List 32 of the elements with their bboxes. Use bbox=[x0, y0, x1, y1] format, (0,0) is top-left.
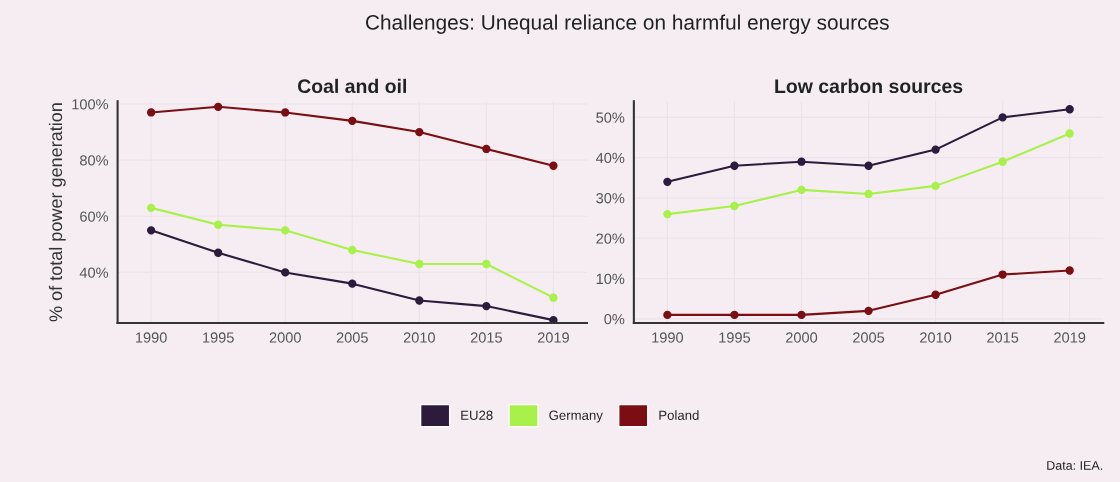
y-tick-label: 0% bbox=[604, 314, 625, 325]
y-tick-label: 100% bbox=[72, 99, 109, 110]
x-tick-label: 2000 bbox=[269, 332, 301, 343]
legend-label: Germany bbox=[549, 410, 603, 423]
y-tick-label: 60% bbox=[80, 211, 109, 222]
chart-title: Low carbon sources bbox=[775, 78, 963, 94]
y-tick-label: 40% bbox=[595, 152, 625, 164]
x-tick-label: 2005 bbox=[336, 332, 368, 343]
y-tick-label: 80% bbox=[80, 155, 109, 166]
y-tick-label: 10% bbox=[596, 273, 625, 285]
x-tick-label: 2010 bbox=[920, 332, 952, 343]
legend-label: EU28 bbox=[461, 410, 493, 420]
chart-title: Coal and oil bbox=[297, 78, 406, 94]
x-tick-label: 2010 bbox=[403, 332, 435, 343]
y-tick-label: 20% bbox=[596, 233, 625, 244]
y-tick-label: 30% bbox=[596, 193, 625, 204]
x-tick-label: 2015 bbox=[470, 332, 502, 343]
legend-label: Poland bbox=[659, 410, 699, 420]
text: Data: IEA. bbox=[1047, 461, 1103, 470]
y-axis-title: % of total power generation bbox=[48, 103, 66, 322]
x-tick-label: 2019 bbox=[537, 332, 569, 343]
x-tick-label: 2015 bbox=[987, 332, 1019, 343]
x-tick-label: 2005 bbox=[853, 332, 885, 343]
x-tick-label: 1990 bbox=[136, 332, 167, 343]
y-tick-label: 40% bbox=[79, 267, 109, 278]
x-tick-label: 1995 bbox=[719, 332, 751, 343]
x-tick-label: 2019 bbox=[1054, 332, 1086, 343]
x-tick-label: 1995 bbox=[203, 332, 234, 343]
y-tick-label: 50% bbox=[596, 112, 625, 123]
text: Challenges: Unequal reliance on harmful energy sources bbox=[365, 14, 889, 34]
x-tick-label: 1990 bbox=[652, 332, 684, 343]
x-tick-label: 2000 bbox=[786, 332, 818, 343]
